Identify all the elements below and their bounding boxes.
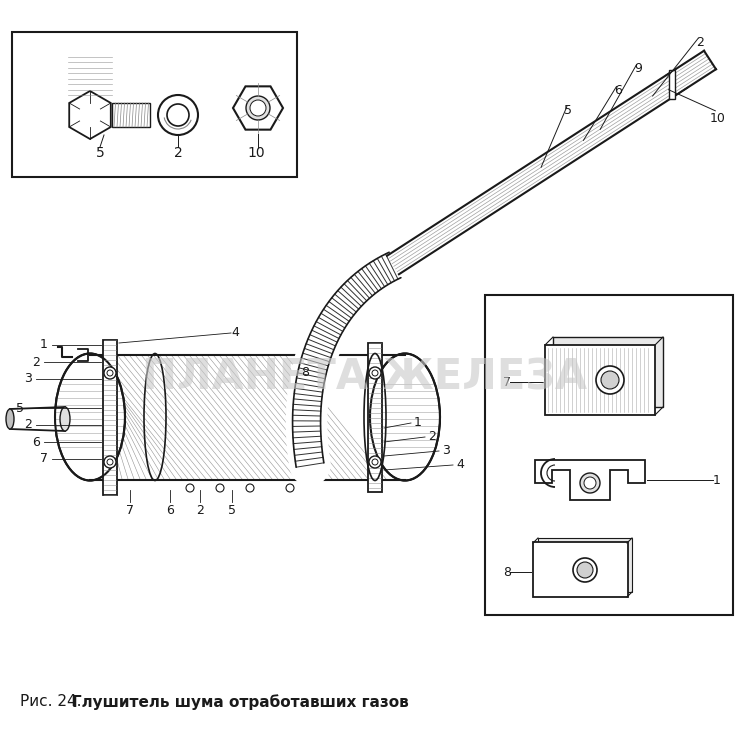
- Text: 3: 3: [24, 372, 32, 385]
- Text: Глушитель шума отработавших газов: Глушитель шума отработавших газов: [72, 694, 409, 710]
- Text: 6: 6: [614, 83, 622, 96]
- Circle shape: [369, 367, 381, 379]
- Circle shape: [601, 371, 619, 389]
- Circle shape: [577, 562, 593, 578]
- Ellipse shape: [6, 409, 14, 429]
- Bar: [112, 103, 150, 127]
- Circle shape: [596, 366, 624, 394]
- Text: 8: 8: [503, 566, 511, 578]
- Text: 2: 2: [32, 356, 40, 369]
- Polygon shape: [535, 460, 645, 500]
- Text: 4: 4: [456, 458, 464, 472]
- Bar: [669, 70, 675, 99]
- Text: 1: 1: [713, 474, 721, 486]
- Circle shape: [246, 96, 270, 120]
- Text: 7: 7: [126, 504, 134, 517]
- Text: 5: 5: [96, 146, 104, 160]
- Text: Рис. 24.: Рис. 24.: [20, 694, 86, 710]
- Text: 2: 2: [428, 431, 436, 444]
- Circle shape: [250, 100, 266, 116]
- Text: 10: 10: [710, 112, 726, 125]
- Circle shape: [104, 456, 116, 468]
- Bar: [533, 542, 628, 597]
- Text: 5: 5: [16, 402, 24, 415]
- Polygon shape: [553, 337, 663, 407]
- Bar: [90, 355, 405, 480]
- Ellipse shape: [60, 407, 70, 431]
- Text: 7: 7: [40, 453, 48, 466]
- Circle shape: [584, 477, 596, 489]
- Circle shape: [286, 484, 294, 492]
- Text: 4: 4: [231, 326, 239, 339]
- Text: 2: 2: [196, 504, 204, 517]
- Text: 7: 7: [503, 375, 511, 388]
- Bar: [90, 355, 405, 480]
- Circle shape: [167, 104, 189, 126]
- Ellipse shape: [370, 353, 440, 480]
- Text: 9: 9: [634, 61, 642, 74]
- Text: 2: 2: [24, 418, 32, 431]
- Polygon shape: [545, 345, 655, 415]
- Text: 6: 6: [32, 436, 40, 448]
- Polygon shape: [10, 407, 65, 431]
- Text: 8: 8: [301, 366, 309, 380]
- Text: 3: 3: [442, 445, 450, 458]
- Polygon shape: [538, 538, 632, 592]
- Circle shape: [104, 367, 116, 379]
- Circle shape: [158, 95, 198, 135]
- Text: 1: 1: [414, 417, 422, 429]
- Circle shape: [216, 484, 224, 492]
- Text: 1: 1: [40, 339, 48, 352]
- Circle shape: [186, 484, 194, 492]
- Text: 10: 10: [248, 146, 265, 160]
- Circle shape: [580, 473, 600, 493]
- Bar: [485, 295, 733, 615]
- Text: 2: 2: [173, 146, 182, 160]
- Bar: [12, 32, 297, 177]
- Bar: [368, 343, 382, 492]
- Circle shape: [369, 456, 381, 468]
- Bar: [103, 340, 117, 495]
- Text: ПЛАНЕТА ЖЕЛЕЗА: ПЛАНЕТА ЖЕЛЕЗА: [142, 357, 587, 399]
- Ellipse shape: [55, 353, 125, 480]
- Text: 5: 5: [228, 504, 236, 517]
- Polygon shape: [233, 86, 283, 130]
- Circle shape: [573, 558, 597, 582]
- Text: 2: 2: [696, 36, 704, 48]
- Text: 5: 5: [564, 104, 572, 117]
- Circle shape: [246, 484, 254, 492]
- Polygon shape: [69, 91, 111, 139]
- Text: 6: 6: [166, 504, 174, 517]
